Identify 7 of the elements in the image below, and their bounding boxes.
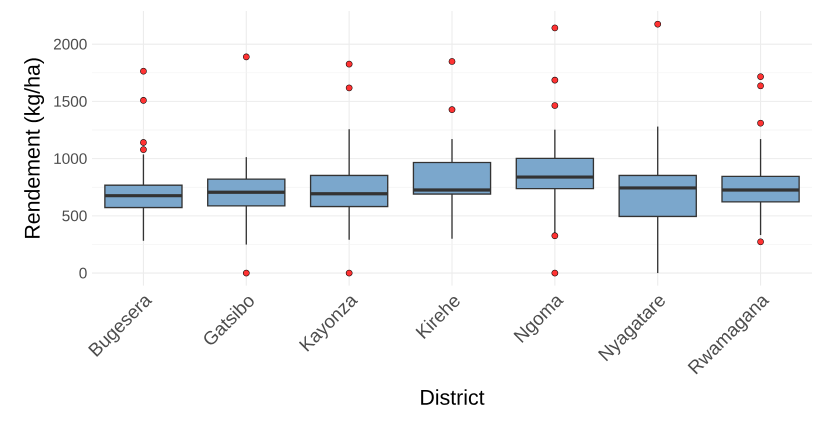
y-tick-label: 1000 — [54, 153, 87, 164]
x-axis-title: District — [421, 389, 484, 405]
y-tick-label: 2000 — [54, 38, 87, 50]
y-tick-label: 500 — [62, 210, 87, 222]
y-tick-label: 0 — [79, 268, 87, 278]
y-tick-label: 1500 — [54, 96, 87, 107]
y-axis-title: Rendement (kg/ha) — [24, 58, 44, 238]
